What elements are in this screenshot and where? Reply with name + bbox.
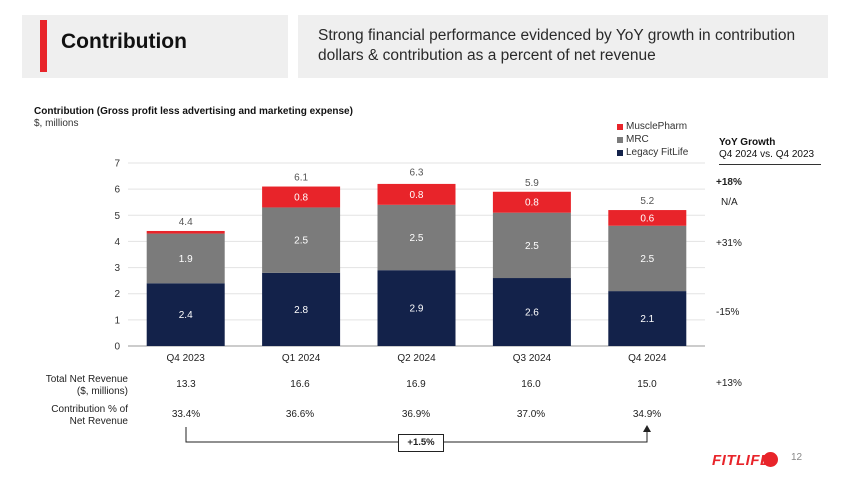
chart-title: Contribution (Gross profit less advertis… [34,106,353,117]
legend-item-mrc: MRC [617,133,688,146]
total-label: 6.1 [294,173,308,184]
contribution-pct-value: 34.9% [632,409,662,420]
yoy-period: Q4 2024 vs. Q4 2023 [719,149,815,160]
subtitle-panel [298,15,828,78]
yoy-net-revenue: +13% [716,378,742,389]
bar-segment-mrc [608,225,687,292]
bracket-arrowhead [643,425,651,432]
data-label: 0.8 [294,192,308,203]
net-revenue-label: Total Net Revenue ($, millions) [46,374,128,398]
yoy-musclepharm: N/A [721,197,738,208]
x-tick-label: Q4 2023 [167,353,206,364]
data-label: 2.1 [640,314,654,325]
data-label: 2.5 [410,233,424,244]
total-label: 4.4 [179,217,193,228]
legend-swatch-mrc [617,136,623,143]
bar-segment-mrc [262,207,341,273]
data-label: 0.6 [640,213,654,224]
total-label: 5.9 [525,178,539,189]
x-tick-label: Q3 2024 [513,353,552,364]
title-accent-bar [40,20,47,72]
yoy-legacy: -15% [716,307,740,318]
data-label: 2.4 [179,310,193,321]
bar-segment-musclepharm [492,191,571,213]
x-tick-label: Q4 2024 [628,353,667,364]
bar-segment-musclepharm [377,183,456,205]
net-revenue-value: 15.0 [637,379,657,390]
contribution-pct-label: Contribution % of Net Revenue [51,404,128,428]
y-tick-label: 4 [114,237,120,248]
y-tick-label: 1 [114,315,120,326]
data-label: 0.8 [410,190,424,201]
chart-units: $, millions [34,118,79,129]
page-number: 12 [791,452,803,463]
bar-segment-musclepharm [146,230,225,234]
y-tick-label: 7 [114,159,120,170]
logo-badge-icon [763,452,778,467]
legend-item-legacy: Legacy FitLife [617,146,688,159]
legend-swatch-legacy [617,149,623,156]
bar-segment-mrc [377,204,456,271]
net-revenue-value: 16.9 [406,379,426,390]
yoy-header: YoY Growth Q4 2024 vs. Q4 2023 [719,137,821,165]
data-label: 2.5 [525,241,539,252]
x-tick-label: Q2 2024 [397,353,436,364]
total-label: 6.3 [410,167,424,178]
bar-segment-legacy-fitlife [146,283,225,346]
bar-segment-legacy-fitlife [377,270,456,346]
y-tick-label: 2 [114,289,120,300]
data-label: 2.6 [525,308,539,319]
net-revenue-label-line2: ($, millions) [76,386,128,397]
data-label: 0.8 [525,198,539,209]
y-tick-label: 0 [114,342,120,353]
y-tick-label: 3 [114,263,120,274]
data-label: 1.9 [179,254,193,265]
legend-label-legacy: Legacy FitLife [626,147,689,158]
bar-segment-legacy-fitlife [608,291,687,346]
yoy-total: +18% [716,177,742,188]
legend-swatch-musclepharm [617,123,623,130]
net-revenue-label-line1: Total Net Revenue [45,374,128,385]
net-revenue-value: 16.6 [290,379,310,390]
bar-segment-musclepharm [262,186,341,208]
contribution-pct-value: 33.4% [171,409,201,420]
y-tick-label: 6 [114,185,120,196]
legend-label-musclepharm: MusclePharm [626,121,688,132]
yoy-title: YoY Growth [719,137,776,148]
data-label: 2.5 [294,236,308,247]
fitlife-logo: FITLIFE [712,452,771,469]
growth-callout: +1.5% [398,434,444,452]
yoy-mrc: +31% [716,238,742,249]
y-tick-label: 5 [114,211,120,222]
bar-segment-mrc [492,212,571,279]
bar-segment-mrc [146,233,225,284]
contribution-pct-label-line2: Net Revenue [69,416,128,427]
total-label: 5.2 [640,196,654,207]
contribution-pct-value: 36.6% [285,409,315,420]
data-label: 2.5 [640,254,654,265]
title-panel [22,15,288,78]
chart-legend: MusclePharm MRC Legacy FitLife [617,120,688,159]
contribution-pct-value: 36.9% [401,409,431,420]
contribution-pct-value: 37.0% [516,409,546,420]
bar-segment-musclepharm [608,210,687,226]
data-label: 2.8 [294,305,308,316]
page-subtitle: Strong financial performance evidenced b… [318,27,796,64]
net-revenue-value: 16.0 [521,379,541,390]
x-tick-label: Q1 2024 [282,353,321,364]
legend-item-musclepharm: MusclePharm [617,120,688,133]
bar-segment-legacy-fitlife [492,278,571,346]
bar-segment-legacy-fitlife [262,272,341,346]
page-title: Contribution [61,30,187,53]
data-label: 2.9 [410,304,424,315]
contribution-pct-label-line1: Contribution % of [51,404,128,415]
legend-label-mrc: MRC [626,134,649,145]
net-revenue-value: 13.3 [176,379,196,390]
